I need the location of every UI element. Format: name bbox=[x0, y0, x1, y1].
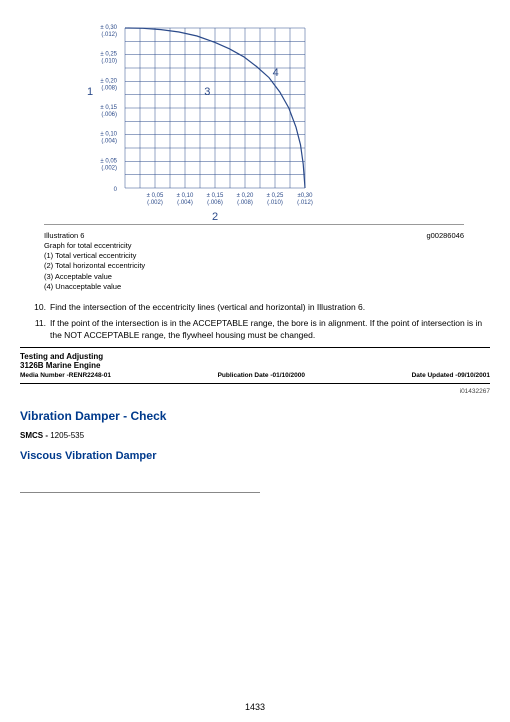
illustration-caption: Illustration 6 g00286046 Graph for total… bbox=[44, 224, 464, 292]
svg-text:3: 3 bbox=[204, 86, 210, 98]
svg-text:± 0,25: ± 0,25 bbox=[267, 193, 284, 199]
instruction-steps: 10. Find the intersection of the eccentr… bbox=[32, 302, 490, 341]
svg-text:(.012): (.012) bbox=[101, 32, 117, 38]
meta-line-2: 3126B Marine Engine bbox=[20, 361, 490, 370]
svg-text:± 0,15: ± 0,15 bbox=[100, 105, 117, 111]
smcs-value: 1205-535 bbox=[50, 431, 84, 440]
svg-text:(.002): (.002) bbox=[147, 200, 163, 206]
document-meta: Testing and Adjusting 3126B Marine Engin… bbox=[20, 347, 490, 384]
svg-text:± 0,05: ± 0,05 bbox=[100, 158, 117, 164]
chart-svg: ± 0,30(.012)± 0,25(.010)± 0,20(.008)± 0,… bbox=[70, 18, 330, 228]
svg-text:(.004): (.004) bbox=[177, 200, 193, 206]
svg-text:(.006): (.006) bbox=[101, 112, 117, 118]
smcs-line: SMCS - 1205-535 bbox=[20, 431, 490, 440]
step-item: 10. Find the intersection of the eccentr… bbox=[32, 302, 490, 313]
caption-line: (3) Acceptable value bbox=[44, 272, 464, 282]
svg-text:(.010): (.010) bbox=[267, 200, 283, 206]
date-updated: Date Updated -09/10/2001 bbox=[412, 372, 490, 379]
caption-line: (2) Total horizontal eccentricity bbox=[44, 261, 464, 271]
svg-text:± 0,10: ± 0,10 bbox=[177, 193, 194, 199]
svg-text:0: 0 bbox=[114, 187, 118, 193]
svg-text:(.002): (.002) bbox=[101, 165, 117, 171]
caption-line: Graph for total eccentricity bbox=[44, 241, 464, 251]
svg-text:2: 2 bbox=[212, 211, 218, 223]
svg-text:(.008): (.008) bbox=[237, 200, 253, 206]
document-id: i01432267 bbox=[20, 388, 490, 395]
svg-text:± 0,10: ± 0,10 bbox=[100, 132, 117, 138]
section-heading: Vibration Damper - Check bbox=[20, 409, 490, 423]
illustration-code: g00286046 bbox=[426, 231, 464, 241]
svg-text:(.010): (.010) bbox=[101, 59, 117, 65]
svg-text:± 0,20: ± 0,20 bbox=[100, 78, 117, 84]
svg-text:(.012): (.012) bbox=[297, 200, 313, 206]
svg-text:± 0,20: ± 0,20 bbox=[237, 193, 254, 199]
step-number: 11. bbox=[32, 318, 50, 341]
svg-text:4: 4 bbox=[273, 67, 279, 79]
section-subheading: Viscous Vibration Damper bbox=[20, 450, 490, 462]
step-text: If the point of the intersection is in t… bbox=[50, 318, 490, 341]
svg-text:± 0,05: ± 0,05 bbox=[147, 193, 164, 199]
caption-line: (1) Total vertical eccentricity bbox=[44, 251, 464, 261]
svg-text:±0,30: ±0,30 bbox=[298, 193, 314, 199]
meta-line-1: Testing and Adjusting bbox=[20, 352, 490, 361]
media-number: Media Number -RENR2248-01 bbox=[20, 372, 111, 379]
svg-text:± 0,15: ± 0,15 bbox=[207, 193, 224, 199]
svg-text:(.008): (.008) bbox=[101, 85, 117, 91]
step-item: 11. If the point of the intersection is … bbox=[32, 318, 490, 341]
caption-line: (4) Unacceptable value bbox=[44, 282, 464, 292]
publication-date: Publication Date -01/10/2000 bbox=[218, 372, 305, 379]
svg-text:± 0,30: ± 0,30 bbox=[100, 25, 117, 31]
step-number: 10. bbox=[32, 302, 50, 313]
svg-text:(.004): (.004) bbox=[101, 139, 117, 145]
svg-text:± 0,25: ± 0,25 bbox=[100, 52, 117, 58]
svg-text:(.006): (.006) bbox=[207, 200, 223, 206]
smcs-label: SMCS - bbox=[20, 431, 50, 440]
svg-text:1: 1 bbox=[87, 86, 93, 98]
divider bbox=[20, 492, 260, 493]
step-text: Find the intersection of the eccentricit… bbox=[50, 302, 490, 313]
eccentricity-chart: ± 0,30(.012)± 0,25(.010)± 0,20(.008)± 0,… bbox=[70, 18, 330, 218]
page-number: 1433 bbox=[0, 702, 510, 712]
illustration-title: Illustration 6 bbox=[44, 231, 426, 241]
